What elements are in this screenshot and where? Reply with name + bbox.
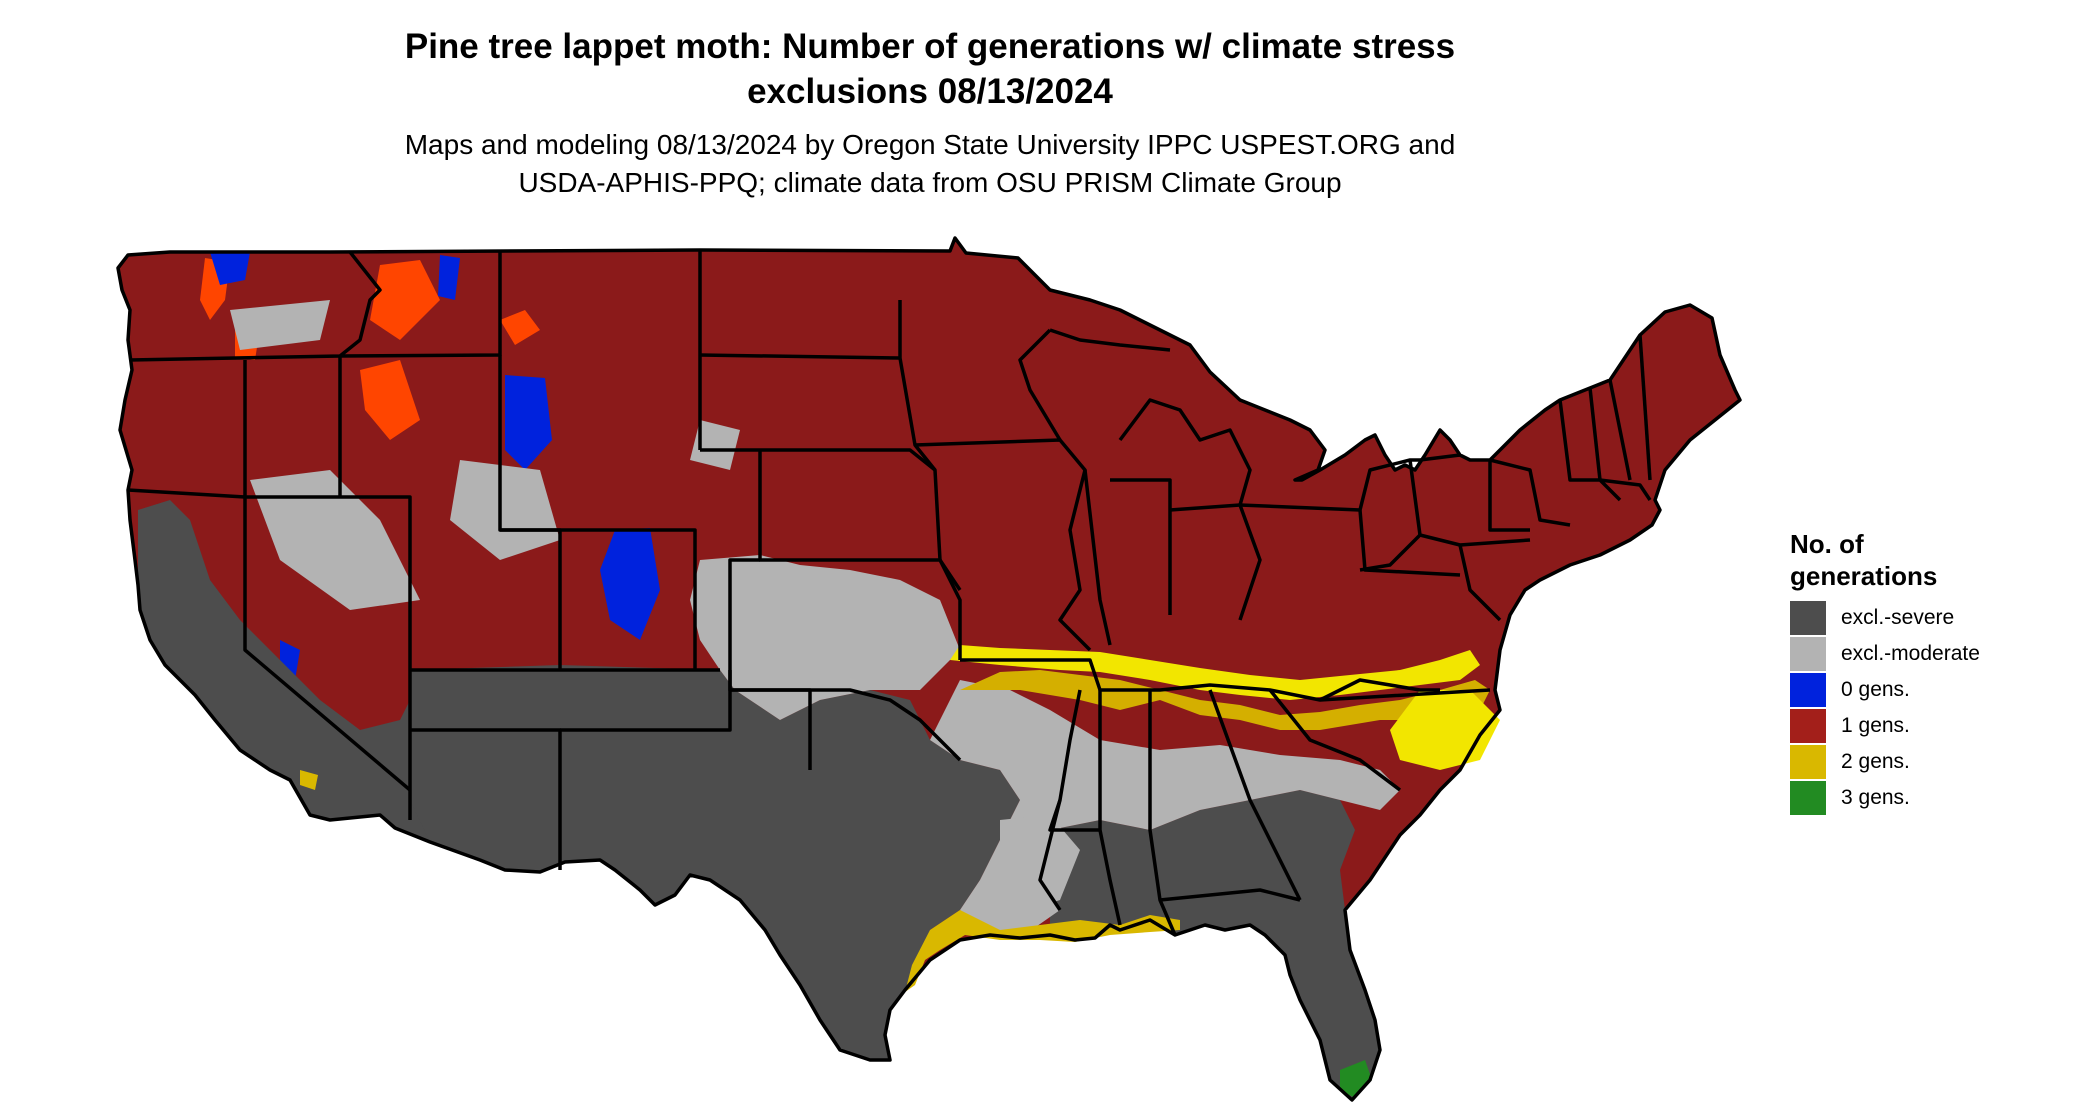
legend-label: 2 gens. xyxy=(1841,750,1910,773)
two-gen-belt-dark xyxy=(960,670,1490,730)
legend-item: 0 gens. xyxy=(1790,672,2090,708)
moderate-exclusion-plains xyxy=(690,555,960,720)
chart-subtitle: Maps and modeling 08/13/2024 by Oregon S… xyxy=(280,126,1580,202)
legend-title-line-2: generations xyxy=(1790,561,1938,591)
us-generations-map xyxy=(116,236,1742,1102)
legend-swatch xyxy=(1790,637,1826,671)
subtitle-line-1: Maps and modeling 08/13/2024 by Oregon S… xyxy=(404,129,1456,160)
moderate-exclusion-gulf xyxy=(1000,815,1080,910)
subtitle-line-2: USDA-APHIS-PPQ; climate data from OSU PR… xyxy=(518,167,1342,198)
legend-item: 3 gens. xyxy=(1790,780,2090,816)
chart-title: Pine tree lappet moth: Number of generat… xyxy=(280,24,1580,114)
legend-swatch xyxy=(1790,709,1826,743)
two-gen-california xyxy=(300,770,318,790)
legend-items: excl.-severe excl.-moderate 0 gens. 1 gens.… xyxy=(1790,600,2090,816)
two-gen-coast xyxy=(905,910,1180,992)
legend-swatch xyxy=(1790,745,1826,779)
legend-swatch xyxy=(1790,781,1826,815)
legend-title: No. of generations xyxy=(1790,528,2090,592)
legend-item: excl.-moderate xyxy=(1790,636,2090,672)
legend-item: 1 gens. xyxy=(1790,708,2090,744)
legend-label: excl.-moderate xyxy=(1841,642,1980,665)
legend: No. of generations excl.-severe excl.-mod… xyxy=(1790,528,2090,816)
legend-item: 2 gens. xyxy=(1790,744,2090,780)
highland-accents xyxy=(200,252,740,680)
severe-exclusion-texas xyxy=(410,665,1020,1060)
legend-label: 1 gens. xyxy=(1841,714,1910,737)
legend-title-line-1: No. of xyxy=(1790,529,1864,559)
legend-label: 0 gens. xyxy=(1841,678,1910,701)
legend-item: excl.-severe xyxy=(1790,600,2090,636)
legend-swatch xyxy=(1790,673,1826,707)
three-gen-region xyxy=(1340,1060,1372,1098)
legend-swatch xyxy=(1790,601,1826,635)
title-line-2: exclusions 08/13/2024 xyxy=(747,72,1113,111)
legend-label: excl.-severe xyxy=(1841,606,1955,629)
state-borders xyxy=(116,236,1742,1102)
title-line-1: Pine tree lappet moth: Number of generat… xyxy=(404,27,1456,66)
legend-label: 3 gens. xyxy=(1841,786,1910,809)
moderate-exclusion-south xyxy=(930,680,1400,938)
severe-exclusion-southeast xyxy=(1050,790,1380,1100)
